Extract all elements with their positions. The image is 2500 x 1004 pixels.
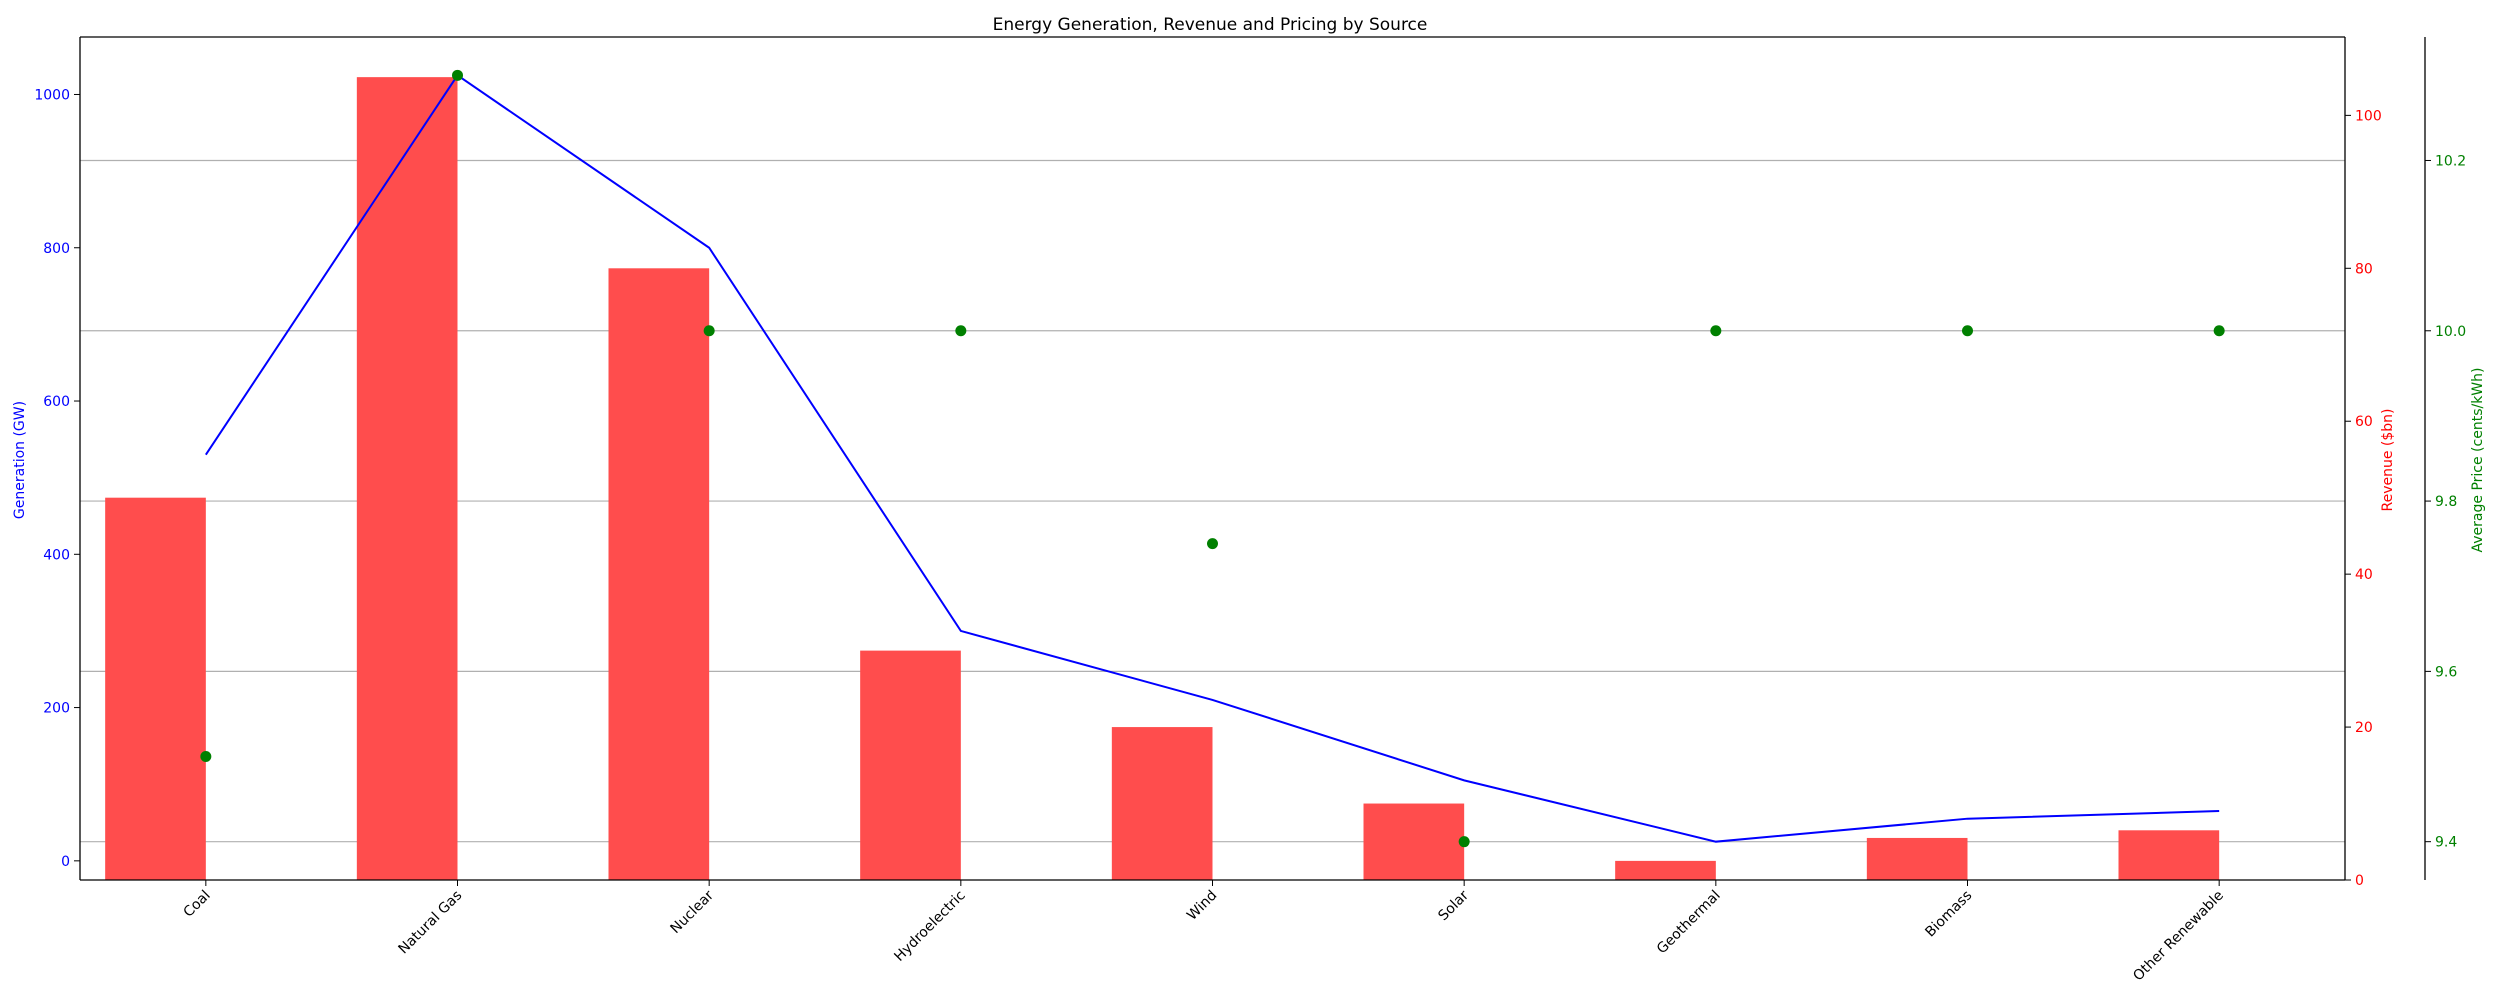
price-point-hydroelectric [955, 325, 967, 337]
left-tick-label-400: 400 [43, 547, 70, 563]
revenue-bars [105, 77, 2220, 880]
bar-other-renewable [2118, 830, 2220, 880]
x-tick-label-nuclear: Nuclear [668, 887, 718, 937]
price-point-natural-gas [452, 69, 463, 81]
bar-biomass [1866, 837, 1968, 880]
y-axis-label-right: Revenue ($bn) [2380, 408, 2396, 511]
right-tick-label-0: 0 [2355, 873, 2364, 889]
bar-geothermal [1615, 860, 1716, 880]
right-tick-label-60: 60 [2355, 414, 2373, 430]
price-point-geothermal [1710, 325, 1722, 337]
right-tick-label-40: 40 [2355, 567, 2373, 583]
left-tick-label-1000: 1000 [34, 87, 70, 103]
outer-tick-label-9-6: 9.6 [2435, 664, 2457, 680]
price-point-coal [200, 751, 212, 763]
x-tick-label-wind: Wind [1184, 888, 1220, 924]
outer-tick-label-9-4: 9.4 [2435, 835, 2457, 851]
price-points [200, 69, 2225, 848]
x-tick-label-solar: Solar [1435, 887, 1472, 924]
x-tick-label-coal: Coal [181, 888, 214, 921]
x-tick-label-hydroelectric: Hydroelectric [891, 888, 968, 965]
x-tick-label-geothermal: Geothermal [1654, 888, 1724, 958]
left-tick-label-600: 600 [43, 394, 70, 410]
bar-nuclear [608, 268, 710, 880]
x-tick-label-biomass: Biomass [1922, 888, 1975, 941]
generation-line-layer [205, 73, 2220, 843]
x-tick-label-natural-gas: Natural Gas [395, 888, 465, 958]
left-tick-label-0: 0 [61, 854, 70, 870]
bar-hydroelectric [860, 650, 961, 880]
y-axis-label-left: Generation (GW) [12, 401, 28, 519]
price-point-other-renewable [2213, 325, 2225, 337]
bar-natural-gas [356, 77, 458, 880]
bar-coal [105, 497, 206, 880]
chart-title: Energy Generation, Revenue and Pricing b… [993, 15, 1428, 35]
y-axis-label-outer: Average Price (cents/kWh) [2470, 368, 2486, 553]
label-layer: Energy Generation, Revenue and Pricing b… [12, 15, 2486, 552]
right-tick-label-80: 80 [2355, 261, 2373, 277]
left-tick-label-800: 800 [43, 241, 70, 257]
left-tick-label-200: 200 [43, 701, 70, 717]
x-tick-label-other-renewable: Other Renewable [2130, 888, 2227, 985]
right-tick-label-20: 20 [2355, 720, 2373, 736]
right-tick-label-100: 100 [2355, 108, 2382, 124]
price-point-biomass [1962, 325, 1973, 337]
outer-tick-label-10: 10.0 [2435, 324, 2466, 340]
price-point-solar [1458, 836, 1470, 848]
bar-solar [1363, 803, 1465, 880]
outer-tick-label-9-8: 9.8 [2435, 494, 2457, 510]
outer-tick-label-10-2: 10.2 [2435, 153, 2466, 169]
price-point-nuclear [703, 325, 715, 337]
generation-line [205, 73, 2220, 843]
price-point-wind [1207, 538, 1218, 550]
bar-wind [1111, 727, 1213, 880]
